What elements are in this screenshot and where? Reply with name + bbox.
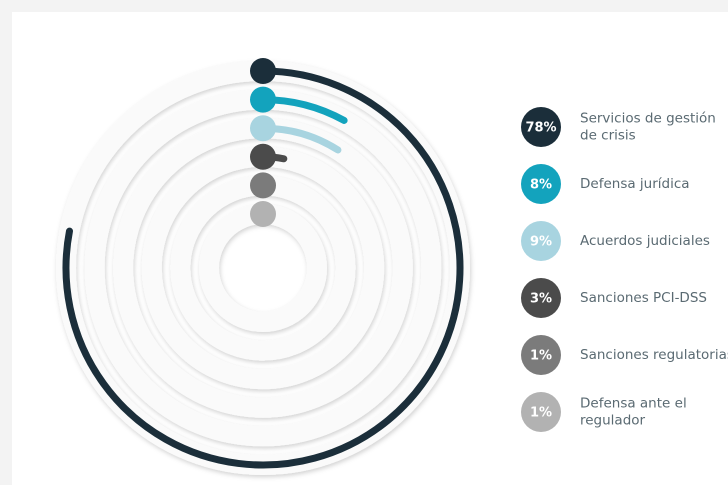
value-label: 3%: [530, 292, 552, 307]
bar-start-dot: [250, 172, 276, 198]
value-label: 8%: [530, 178, 552, 193]
value-label: 1%: [530, 406, 552, 421]
legend-label: Defensa jurídica: [580, 176, 690, 192]
value-label: 1%: [530, 349, 552, 364]
chart: 78%Servicios de gestiónde crisis8%Defens…: [0, 0, 728, 485]
value-label: 78%: [525, 121, 556, 136]
bar-start-dot: [250, 144, 276, 170]
bar-start-dot: [250, 58, 276, 84]
legend-label: Sanciones PCI-DSS: [580, 290, 707, 306]
legend-label: Acuerdos judiciales: [580, 233, 710, 249]
value-label: 9%: [530, 235, 552, 250]
legend-label: Sanciones regulatorias: [580, 347, 728, 363]
bar-start-dot: [250, 201, 276, 227]
bar-start-dot: [250, 87, 276, 113]
page: 78%Servicios de gestiónde crisis8%Defens…: [0, 0, 728, 485]
bar-start-dot: [250, 115, 276, 141]
